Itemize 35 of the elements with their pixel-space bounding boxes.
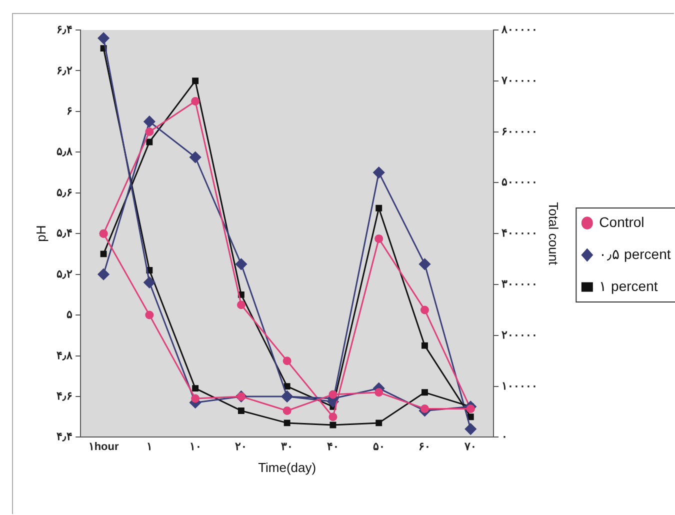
x-tick-label: ۲۰ — [235, 440, 248, 453]
legend-label: ۱ percent — [599, 278, 658, 294]
x-tick-label: ۱ — [146, 440, 152, 453]
y2-tick-label: ۰ — [502, 431, 508, 444]
y-tick-label: ۴٫۴ — [56, 431, 73, 444]
y-tick-label: ۵٫۲ — [56, 268, 73, 280]
x-tick-label: ۵۰ — [372, 440, 385, 453]
x-tick-label: ۶۰ — [418, 440, 431, 453]
x-tick-label: ۱۰ — [189, 440, 202, 453]
y2-tick-label: ۶۰۰۰۰۰ — [502, 126, 538, 138]
x-axis-title: Time(day) — [258, 460, 316, 475]
x-tick-label: ۱hour — [88, 440, 120, 453]
y2-tick-label: ۲۰۰۰۰۰ — [502, 329, 538, 342]
y-tick-label: ۵ — [66, 309, 73, 322]
y-tick-label: ۵٫۴ — [56, 228, 73, 240]
x-tick-label: ۳۰ — [281, 440, 294, 453]
x-tick-label: ۷۰ — [464, 440, 477, 453]
y-tick-label: ۶٫۲ — [56, 64, 73, 77]
y2-tick-label: ۱۰۰۰۰۰ — [502, 380, 538, 392]
y2-axis-title: Total count — [546, 202, 561, 266]
y-tick-label: ۶٫۴ — [56, 24, 73, 36]
y2-tick-label: ۵۰۰۰۰۰ — [502, 176, 538, 189]
legend-label: ۰٫۵ percent — [599, 246, 671, 262]
y2-tick-label: ۳۰۰۰۰۰ — [502, 278, 538, 291]
y2-tick-label: ۸۰۰۰۰۰ — [500, 24, 538, 36]
y2-tick-label: ۴۰۰۰۰۰ — [502, 228, 538, 240]
y-tick-label: ۴٫۸ — [56, 350, 73, 362]
y-tick-label: ۶ — [66, 105, 73, 118]
y-tick-label: ۵٫۶ — [56, 186, 73, 199]
x-tick-label: ۴۰ — [326, 440, 339, 453]
y-tick-label: ۴٫۶ — [56, 390, 73, 403]
y-axis-title: pH — [33, 225, 48, 242]
y2-tick-label: ۷۰۰۰۰۰ — [500, 74, 538, 87]
y-tick-label: ۵٫۸ — [56, 146, 73, 158]
legend-label: Control — [599, 214, 644, 230]
